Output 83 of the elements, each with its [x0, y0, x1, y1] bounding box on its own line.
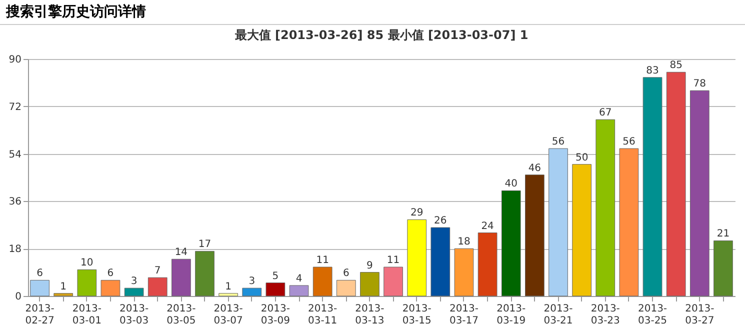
y-tick-label: 36: [8, 196, 22, 208]
bar: [596, 119, 616, 296]
x-tick-label: 2013-03-11: [308, 304, 338, 326]
bar: [100, 280, 120, 296]
x-tick-label: 2013-03-01: [72, 304, 102, 326]
bar: [478, 232, 498, 296]
data-label: 17: [198, 239, 212, 250]
bar: [407, 219, 427, 296]
bar: [690, 90, 710, 296]
x-tick-label: 2013-03-17: [449, 304, 479, 326]
bar: [619, 148, 639, 296]
data-label: 7: [154, 266, 161, 277]
data-label: 18: [458, 236, 470, 248]
data-label: 83: [646, 65, 659, 76]
bar: [54, 293, 74, 296]
y-tick-label: 54: [8, 149, 22, 160]
x-tick-label: 2013-03-09: [260, 304, 290, 326]
bar: [312, 266, 332, 296]
data-label: 24: [481, 220, 494, 232]
x-tick-label: 2013-03-25: [638, 304, 668, 326]
data-label: 50: [575, 152, 588, 164]
x-tick-label: 2013-03-05: [166, 304, 196, 326]
data-label: 6: [107, 268, 114, 280]
bar: [124, 288, 144, 296]
x-tick-label: 2013-03-13: [355, 304, 385, 326]
y-tick-label: 0: [15, 292, 22, 302]
x-tick-label: 2013-03-21: [544, 304, 574, 326]
data-label: 85: [670, 60, 682, 72]
data-label: 14: [174, 247, 188, 258]
bar: [242, 288, 262, 296]
x-tick-label: 2013-03-07: [214, 304, 244, 326]
bar: [30, 280, 50, 296]
bar: [77, 269, 97, 296]
bar: [218, 293, 238, 296]
bar: [666, 72, 686, 296]
data-label: 56: [552, 136, 565, 148]
bar: [714, 240, 733, 296]
data-label: 29: [410, 208, 424, 219]
bar: [525, 174, 544, 296]
data-label: 4: [296, 273, 302, 284]
data-label: 9: [366, 260, 373, 272]
data-label: 26: [434, 216, 447, 227]
x-tick-label: 2013-02-27: [25, 304, 55, 326]
data-label: 67: [599, 108, 612, 119]
data-label: 40: [504, 178, 518, 190]
bar: [572, 164, 592, 296]
chart-title: 搜索引擎历史访问详情: [0, 0, 745, 25]
bar: [195, 250, 214, 296]
y-tick-label: 90: [8, 54, 22, 66]
data-label: 56: [622, 136, 636, 148]
data-label: 1: [225, 281, 232, 292]
data-label: 78: [693, 78, 706, 90]
bar: [148, 277, 168, 296]
y-tick-label: 72: [8, 102, 22, 113]
data-label: 5: [272, 270, 279, 282]
bar: [548, 148, 568, 296]
data-label: 1: [60, 281, 67, 292]
data-label: 46: [528, 162, 542, 174]
bar: [384, 266, 403, 296]
data-label: 6: [36, 268, 43, 280]
bar: [172, 258, 191, 296]
data-label: 21: [716, 228, 730, 240]
x-tick-label: 2013-03-27: [685, 304, 715, 326]
data-label: 10: [80, 258, 94, 269]
bar: [336, 280, 356, 296]
bar: [266, 282, 286, 296]
data-label: 11: [316, 255, 329, 266]
y-tick-label: 18: [8, 244, 22, 256]
x-tick-label: 2013-03-23: [590, 304, 620, 326]
bar: [289, 285, 309, 296]
x-tick-label: 2013-03-15: [402, 304, 432, 326]
bar: [430, 227, 450, 296]
chart-subtitle: 最大值 [2013-03-26] 85 最小值 [2013-03-07] 1: [234, 28, 528, 42]
data-label: 3: [130, 276, 138, 288]
data-label: 11: [386, 255, 400, 266]
bar: [360, 272, 380, 296]
data-label: 6: [342, 268, 350, 280]
x-tick-label: 2013-03-19: [496, 304, 526, 326]
data-label: 3: [248, 276, 256, 288]
bar: [642, 77, 662, 296]
x-tick-label: 2013-03-03: [120, 304, 149, 326]
bar: [454, 248, 474, 296]
bar: [501, 190, 521, 296]
